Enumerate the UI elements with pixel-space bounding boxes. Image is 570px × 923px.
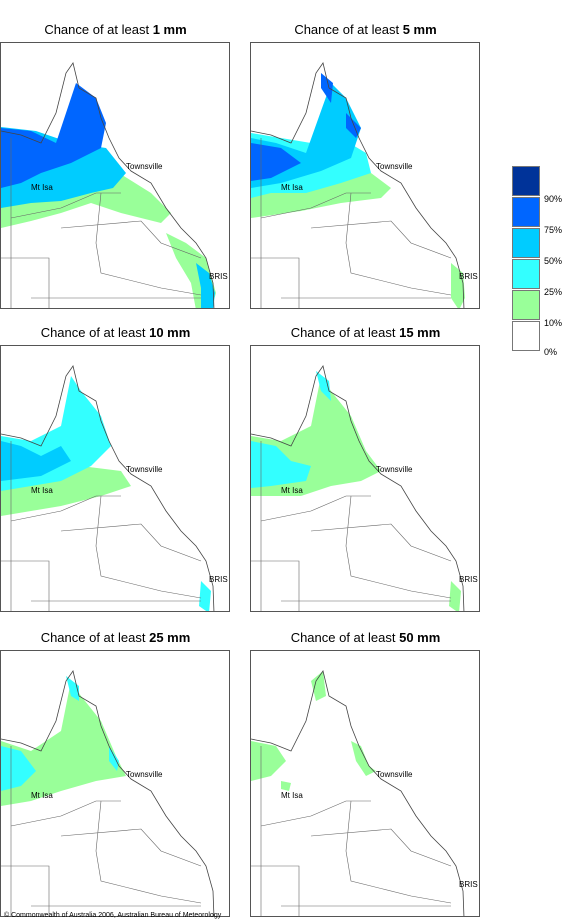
label-mt-isa: Mt Isa: [281, 791, 303, 800]
rainfall-map: Townsville Mt Isa BRIS: [0, 345, 230, 612]
label-townsville: Townsville: [376, 162, 413, 171]
label-brisbane: BRIS: [459, 575, 478, 584]
panel-title: Chance of at least 5 mm: [294, 22, 437, 37]
panel-title: Chance of at least 50 mm: [290, 630, 441, 645]
rainfall-map: Townsville Mt Isa BRIS: [250, 650, 480, 917]
legend-swatch-10: [512, 290, 540, 320]
legend-label-75: 75%: [544, 225, 563, 235]
copyright-notice: © Commonwealth of Australia 2006, Austra…: [4, 912, 222, 919]
label-mt-isa: Mt Isa: [281, 486, 303, 495]
label-mt-isa: Mt Isa: [31, 486, 53, 495]
label-mt-isa: Mt Isa: [31, 183, 53, 192]
rainfall-map: Townsville Mt Isa BRIS: [0, 42, 230, 309]
label-mt-isa: Mt Isa: [31, 791, 53, 800]
label-brisbane: BRIS: [459, 272, 478, 281]
rainfall-map: Townsville Mt Isa BRIS: [250, 345, 480, 612]
panel-title: Chance of at least 10 mm: [40, 325, 191, 340]
legend-swatch-0: [512, 321, 540, 351]
label-townsville: Townsville: [376, 465, 413, 474]
label-townsville: Townsville: [126, 162, 163, 171]
label-townsville: Townsville: [126, 465, 163, 474]
legend-label-25: 25%: [544, 287, 563, 297]
label-brisbane: BRIS: [209, 575, 228, 584]
legend-swatch-50: [512, 228, 540, 258]
panel-title: Chance of at least 1 mm: [44, 22, 187, 37]
label-townsville: Townsville: [376, 770, 413, 779]
legend-label-0: 0%: [544, 347, 558, 357]
legend-label-10: 10%: [544, 318, 563, 328]
rainfall-map: Townsville Mt Isa BRIS: [250, 42, 480, 309]
legend-swatch-25: [512, 259, 540, 289]
legend-swatch-90: [512, 166, 540, 196]
legend-label-50: 50%: [544, 256, 563, 266]
label-brisbane: BRIS: [209, 272, 228, 281]
label-brisbane: BRIS: [459, 880, 478, 889]
rainfall-map: Townsville Mt Isa: [0, 650, 230, 917]
panel-title: Chance of at least 15 mm: [290, 325, 441, 340]
label-townsville: Townsville: [126, 770, 163, 779]
panel-title: Chance of at least 25 mm: [40, 630, 191, 645]
legend-swatch-75: [512, 197, 540, 227]
legend-label-90: 90%: [544, 194, 563, 204]
label-mt-isa: Mt Isa: [281, 183, 303, 192]
